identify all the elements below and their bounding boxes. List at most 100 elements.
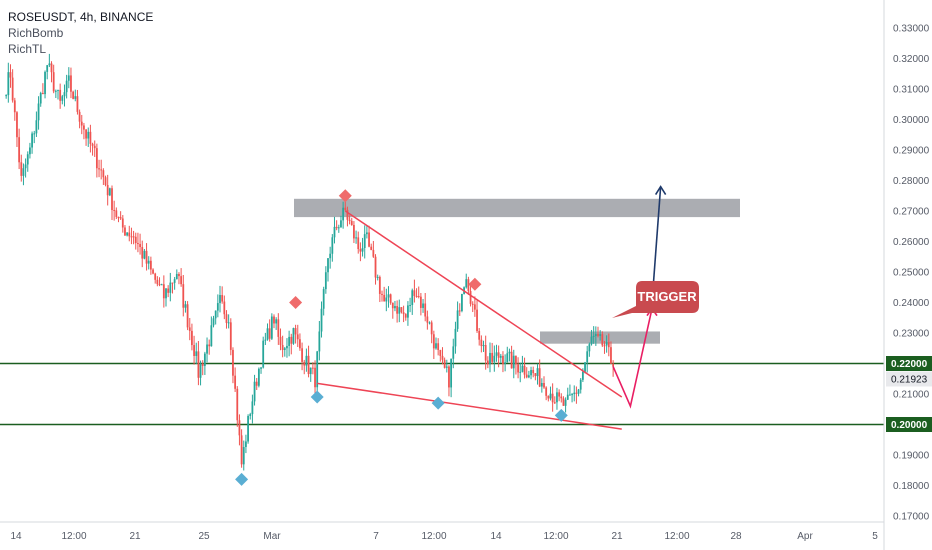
- candle-down: [517, 357, 519, 379]
- candle-down: [296, 324, 299, 347]
- candle-down: [277, 313, 280, 345]
- y-tick-label: 0.33000: [893, 24, 930, 35]
- candle-up: [536, 363, 539, 385]
- candle-up: [270, 313, 273, 341]
- candle-down: [208, 339, 211, 355]
- candle-up: [579, 378, 582, 394]
- candle-down: [229, 318, 232, 356]
- candle-up: [173, 276, 176, 290]
- candle-up: [592, 326, 595, 344]
- indicator-richbomb[interactable]: RichBomb: [8, 26, 64, 40]
- candle-up: [65, 74, 68, 99]
- candle-up: [31, 131, 33, 154]
- candle-up: [569, 384, 571, 396]
- candle-down: [290, 333, 293, 355]
- candle-up: [57, 89, 59, 100]
- candle-up: [67, 67, 70, 89]
- candle-up: [454, 321, 457, 354]
- candle-down: [182, 274, 185, 317]
- candle-up: [482, 340, 485, 352]
- upper-trendline[interactable]: [344, 210, 623, 398]
- lower-trendline[interactable]: [317, 382, 622, 430]
- candle-down: [193, 335, 195, 365]
- candle-down: [186, 301, 189, 331]
- indicator-richtl[interactable]: RichTL: [8, 42, 47, 56]
- y-tick-label: 0.24000: [893, 298, 930, 309]
- candle-down: [443, 357, 446, 369]
- candle-down: [502, 351, 504, 373]
- candle-down: [400, 307, 403, 314]
- candle-up: [108, 187, 111, 197]
- candle-down: [281, 335, 284, 358]
- candle-up: [540, 378, 543, 393]
- candle-down: [404, 313, 407, 321]
- level-badge-0: 0.22000: [886, 356, 932, 371]
- candle-up: [489, 342, 491, 373]
- candle-down: [154, 272, 157, 284]
- candle-up: [26, 151, 29, 172]
- candle-down: [553, 396, 556, 404]
- candle-up: [394, 300, 396, 312]
- y-tick-label: 0.18000: [893, 481, 930, 492]
- candle-up: [435, 337, 437, 350]
- candle-up: [5, 94, 8, 99]
- y-tick-label: 0.26000: [893, 237, 930, 248]
- candle-down: [378, 275, 381, 303]
- candle-up: [605, 335, 608, 353]
- candle-up: [456, 301, 459, 332]
- candle-down: [607, 333, 610, 357]
- buy-marker: [310, 390, 324, 404]
- candle-down: [119, 211, 122, 220]
- candle-down: [484, 335, 487, 370]
- candle-up: [363, 225, 366, 259]
- candle-down: [396, 300, 399, 323]
- candle-down: [9, 64, 12, 88]
- candle-down: [162, 275, 165, 308]
- x-tick-label: 5: [872, 531, 878, 542]
- trigger-label: TRIGGER: [637, 289, 697, 304]
- candle-down: [610, 341, 612, 364]
- candle-down: [83, 122, 85, 140]
- candle-down: [486, 356, 489, 369]
- candle-up: [216, 294, 219, 318]
- symbol-title[interactable]: ROSEUSDT, 4h, BINANCE: [8, 10, 154, 24]
- chart-legend: ROSEUSDT, 4h, BINANCE RichBomb RichTL: [8, 9, 153, 57]
- candle-down: [476, 300, 478, 333]
- candle-down: [102, 168, 105, 185]
- candle-down: [124, 225, 126, 237]
- candle-up: [499, 353, 502, 363]
- buy-marker: [235, 472, 249, 486]
- candle-up: [322, 286, 325, 316]
- candle-down: [372, 240, 375, 258]
- candle-down: [348, 215, 351, 225]
- candle-up: [199, 360, 202, 386]
- candle-up: [564, 397, 567, 413]
- candle-down: [480, 335, 483, 353]
- candle-up: [165, 288, 167, 307]
- candle-down: [100, 159, 103, 180]
- candle-up: [195, 342, 198, 365]
- candle-down: [415, 288, 418, 298]
- candle-up: [599, 330, 602, 341]
- candle-up: [48, 53, 51, 68]
- candle-down: [601, 331, 604, 347]
- candle-down: [560, 393, 563, 403]
- candle-down: [72, 90, 75, 100]
- upper-resistance-zone[interactable]: [294, 198, 740, 218]
- candle-down: [301, 342, 303, 371]
- candle-up: [465, 273, 468, 289]
- candle-up: [39, 91, 42, 107]
- candle-down: [294, 324, 297, 344]
- candle-down: [93, 140, 96, 157]
- candle-up: [508, 348, 511, 362]
- candle-down: [350, 217, 353, 226]
- candle-down: [597, 326, 599, 338]
- candle-down: [158, 277, 161, 287]
- trigger-callout[interactable]: TRIGGER: [612, 281, 699, 318]
- candle-up: [54, 89, 57, 99]
- candle-down: [575, 386, 578, 404]
- candle-up: [365, 225, 368, 239]
- candle-up: [504, 354, 507, 372]
- candle-down: [180, 268, 183, 287]
